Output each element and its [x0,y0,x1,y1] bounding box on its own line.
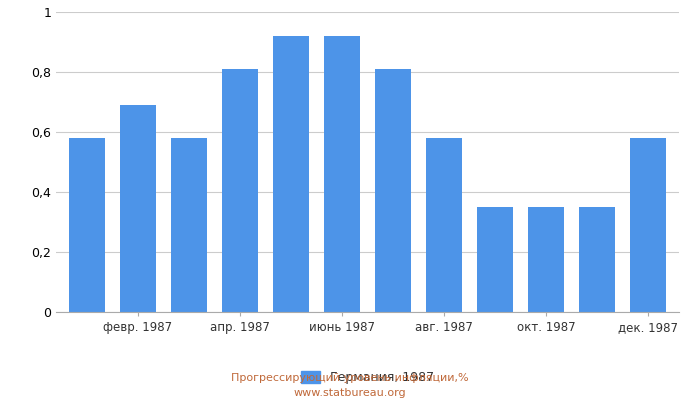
Bar [273,36,309,312]
Bar [631,138,666,312]
Bar [324,36,360,312]
Bar [580,207,615,312]
Bar [477,207,513,312]
Text: www.statbureau.org: www.statbureau.org [294,388,406,398]
Bar [222,69,258,312]
Bar [120,105,155,312]
Legend: Германия, 1987: Германия, 1987 [296,366,439,389]
Bar [171,138,206,312]
Bar [426,138,462,312]
Bar [69,138,104,312]
Text: Прогрессирующий уровень инфляции,%: Прогрессирующий уровень инфляции,% [231,373,469,383]
Bar [375,69,411,312]
Bar [528,207,564,312]
